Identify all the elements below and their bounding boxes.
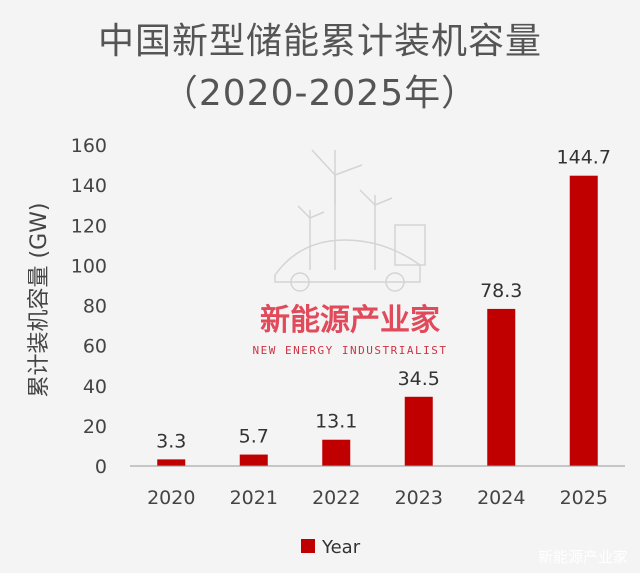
y-axis-label: 累计装机容量 (GW) xyxy=(27,203,52,398)
y-tick-label: 0 xyxy=(95,456,107,478)
bar xyxy=(487,308,516,466)
chart-title-line1: 中国新型储能累计装机容量 xyxy=(97,21,542,62)
x-tick-label: 2022 xyxy=(312,487,360,509)
bar xyxy=(239,454,268,466)
bar xyxy=(322,439,351,466)
y-tick-label: 20 xyxy=(83,416,107,438)
y-tick-label: 160 xyxy=(71,135,107,157)
x-tick-label: 2025 xyxy=(560,487,608,509)
watermark-cn: 新能源产业家 xyxy=(260,303,440,338)
credit-label: 新能源产业家 xyxy=(538,548,628,566)
legend-swatch xyxy=(301,539,315,553)
bars xyxy=(157,175,598,466)
y-tick-label: 40 xyxy=(83,376,107,398)
x-tick-label: 2020 xyxy=(147,487,195,509)
data-labels: 3.3 5.7 13.1 34.5 78.3 144.7 xyxy=(156,147,611,453)
watermark-en: NEW ENERGY INDUSTRIALIST xyxy=(253,344,448,357)
y-tick-label: 120 xyxy=(71,215,107,237)
watermark-illustration-icon xyxy=(274,149,426,292)
bar xyxy=(569,175,598,466)
x-tick-label: 2021 xyxy=(230,487,278,509)
data-label: 3.3 xyxy=(156,430,186,452)
y-ticks: 0 20 40 60 80 100 120 140 160 xyxy=(71,135,107,478)
y-tick-label: 80 xyxy=(83,296,107,318)
x-tick-label: 2024 xyxy=(477,487,525,509)
data-label: 5.7 xyxy=(239,426,269,448)
bar xyxy=(157,459,186,466)
y-tick-label: 60 xyxy=(83,336,107,358)
y-tick-label: 100 xyxy=(71,255,107,277)
data-label: 78.3 xyxy=(480,280,522,302)
y-tick-label: 140 xyxy=(71,175,107,197)
data-label: 13.1 xyxy=(315,411,357,433)
data-label: 34.5 xyxy=(398,368,440,390)
chart-title-line2: （2020-2025年） xyxy=(161,73,479,114)
bar xyxy=(404,396,433,466)
x-tick-label: 2023 xyxy=(395,487,443,509)
data-label: 144.7 xyxy=(557,147,611,169)
legend-label: Year xyxy=(321,537,361,558)
x-ticks: 2020 2021 2022 2023 2024 2025 xyxy=(147,487,608,509)
